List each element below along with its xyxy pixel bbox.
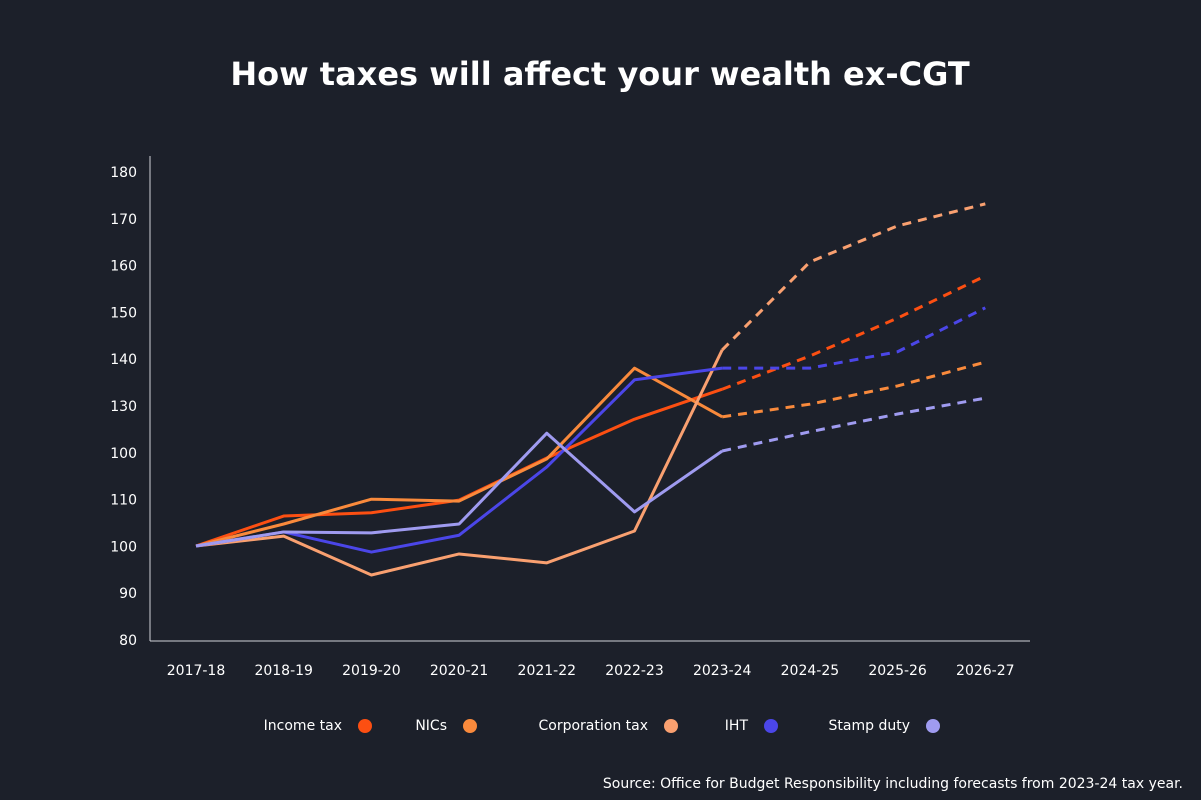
legend-label: Stamp duty bbox=[829, 718, 910, 734]
legend-swatch bbox=[764, 719, 778, 733]
y-tick-label: 80 bbox=[119, 633, 137, 649]
legend-label: Corporation tax bbox=[538, 718, 648, 734]
legend-label: NICs bbox=[415, 718, 447, 734]
x-tick-label: 2022-23 bbox=[605, 663, 664, 679]
x-tick-label: 2019-20 bbox=[342, 663, 401, 679]
legend-swatch bbox=[664, 719, 678, 733]
y-tick-label: 100 bbox=[110, 446, 137, 462]
forecast-line bbox=[721, 360, 986, 419]
chart-title: How taxes will affect your wealth ex-CGT bbox=[230, 55, 970, 93]
forecast-line bbox=[721, 202, 986, 351]
legend-swatch bbox=[926, 719, 940, 733]
x-tick-label: 2018-19 bbox=[254, 663, 313, 679]
series-line bbox=[195, 349, 724, 577]
y-tick-label: 130 bbox=[110, 399, 137, 415]
x-tick-label: 2025-26 bbox=[868, 663, 927, 679]
legend-swatch bbox=[463, 719, 477, 733]
y-tick-label: 100 bbox=[110, 539, 137, 555]
y-tick-label: 170 bbox=[110, 212, 137, 228]
source-note: Source: Office for Budget Responsibility… bbox=[603, 776, 1183, 792]
x-tick-label: 2023-24 bbox=[693, 663, 752, 679]
x-tick-label: 2024-25 bbox=[781, 663, 840, 679]
forecast-line bbox=[721, 396, 986, 453]
legend-label: Income tax bbox=[264, 718, 342, 734]
legend-swatch bbox=[358, 719, 372, 733]
legend-label: IHT bbox=[725, 718, 749, 734]
y-tick-label: 110 bbox=[110, 493, 137, 509]
series-line bbox=[195, 431, 724, 548]
y-tick-label: 160 bbox=[110, 259, 137, 275]
y-tick-label: 140 bbox=[110, 352, 137, 368]
y-tick-label: 150 bbox=[110, 305, 137, 321]
x-tick-label: 2020-21 bbox=[430, 663, 489, 679]
x-tick-label: 2026-27 bbox=[956, 663, 1015, 679]
forecast-line bbox=[722, 306, 986, 370]
x-tick-label: 2021-22 bbox=[518, 663, 577, 679]
y-tick-label: 90 bbox=[119, 586, 137, 602]
y-tick-label: 180 bbox=[110, 165, 137, 181]
series-line bbox=[195, 366, 723, 548]
x-tick-label: 2017-18 bbox=[167, 663, 226, 679]
